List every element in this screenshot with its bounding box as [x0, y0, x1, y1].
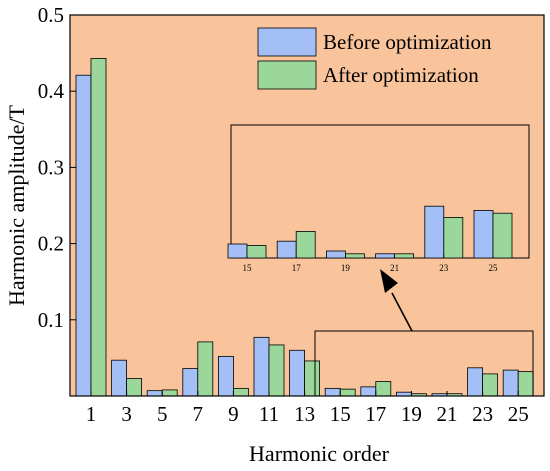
arrow-head — [380, 269, 398, 293]
inset-bar-after-15 — [246, 244, 267, 259]
inset-x-tick-label: 19 — [341, 263, 351, 273]
inset-bar-after-23 — [443, 216, 464, 259]
bar-before-23 — [467, 367, 484, 397]
bar-after-7 — [197, 341, 214, 397]
bar-after-1 — [90, 58, 107, 397]
plot-frame — [69, 14, 545, 397]
inset-bar-before-21 — [375, 253, 396, 259]
bar-after-13 — [304, 360, 321, 397]
zoom-region-box — [314, 330, 534, 397]
y-axis-label: Harmonic amplitude/T — [4, 104, 29, 306]
y-tick-label: 0.2 — [38, 232, 64, 256]
legend-swatch-before — [257, 27, 317, 57]
main-bars — [75, 58, 534, 397]
x-tick-label: 7 — [193, 402, 204, 426]
bar-before-17 — [360, 386, 377, 397]
x-axis-label: Harmonic order — [249, 441, 390, 466]
bar-after-23 — [482, 373, 499, 397]
inset-x-tick-label: 25 — [489, 263, 499, 273]
bar-before-15 — [324, 387, 341, 397]
inset-bar-after-19 — [344, 253, 365, 259]
bar-after-17 — [375, 381, 392, 397]
inset-bar-before-19 — [325, 250, 346, 259]
inset-bar-after-17 — [295, 230, 316, 259]
bar-before-25 — [502, 369, 519, 397]
y-axis-ticks: 0.1 0.2 0.3 0.4 0.5 — [38, 3, 76, 332]
x-tick-label: 19 — [401, 402, 422, 426]
y-tick-label: 0.5 — [38, 3, 64, 27]
bar-after-25 — [517, 371, 534, 397]
bar-after-11 — [268, 344, 285, 397]
y-tick-label: 0.3 — [38, 155, 64, 179]
x-tick-label: 21 — [437, 402, 458, 426]
x-tick-label: 3 — [121, 402, 132, 426]
y-tick-label: 0.1 — [38, 308, 64, 332]
inset-x-tick-label: 17 — [292, 263, 302, 273]
bar-after-3 — [126, 378, 142, 397]
inset-bar-before-15 — [227, 243, 248, 259]
arrow-shaft — [391, 292, 413, 332]
bar-before-11 — [253, 336, 270, 397]
inset-x-tick-label: 21 — [390, 263, 399, 273]
legend-label-before: Before optimization — [323, 30, 492, 54]
x-tick-label: 1 — [86, 402, 97, 426]
bar-after-5 — [161, 389, 178, 397]
legend-swatch-after — [257, 60, 317, 90]
inset-bar-before-25 — [473, 209, 494, 259]
inset-x-tick-label: 23 — [439, 263, 449, 273]
x-tick-label: 9 — [228, 402, 239, 426]
y-tick-label: 0.4 — [38, 79, 65, 103]
inset-bar-after-21 — [394, 253, 415, 259]
x-axis-ticks: 1 3 5 7 9 11 13 15 17 19 21 23 25 — [86, 391, 529, 426]
x-tick-label: 15 — [330, 402, 351, 426]
inset-bar-before-17 — [276, 240, 297, 259]
x-tick-label: 23 — [472, 402, 493, 426]
bar-before-13 — [289, 349, 306, 397]
x-tick-label: 13 — [294, 402, 315, 426]
x-tick-label: 11 — [259, 402, 279, 426]
bar-after-15 — [339, 388, 356, 397]
inset-bar-before-23 — [424, 205, 445, 259]
x-tick-label: 5 — [157, 402, 168, 426]
bar-before-9 — [217, 355, 234, 397]
bar-before-7 — [182, 368, 199, 397]
inset-bar-after-25 — [492, 212, 513, 259]
inset-chart: 15 17 19 21 23 25 — [227, 124, 530, 273]
legend-label-after: After optimization — [323, 63, 479, 87]
bar-after-9 — [232, 387, 249, 397]
x-tick-label: 25 — [508, 402, 529, 426]
bar-before-1 — [75, 74, 92, 397]
zoom-arrow — [380, 269, 413, 332]
x-tick-label: 17 — [365, 402, 386, 426]
legend: Before optimization After optimization — [257, 27, 492, 90]
inset-x-tick-label: 15 — [243, 263, 253, 273]
bar-before-5 — [146, 390, 163, 397]
bar-before-3 — [111, 359, 127, 397]
